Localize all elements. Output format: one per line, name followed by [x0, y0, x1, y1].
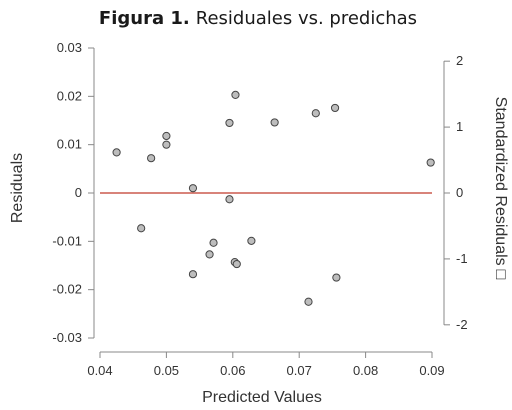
y-tick-label: -0.01	[52, 233, 82, 248]
data-points	[112, 90, 435, 306]
y2-tick-label: 1	[456, 119, 463, 134]
data-point	[232, 259, 241, 269]
x-tick-label: 0.07	[287, 363, 312, 378]
y-tick-label: 0	[75, 185, 82, 200]
x-tick-label: 0.08	[353, 363, 378, 378]
data-point	[270, 118, 279, 127]
y2-axis-title: Standardized Residuals □	[492, 97, 509, 280]
data-point	[188, 184, 198, 193]
data-point	[426, 158, 435, 167]
x-tick-label: 0.04	[87, 363, 112, 378]
y-tick-label: 0.02	[57, 88, 82, 103]
y-tick-label: 0.03	[57, 40, 82, 55]
x-tick-label: 0.06	[220, 363, 245, 378]
data-point	[311, 109, 320, 118]
axes: -0.03 -0.02 -0.01 0 0.01 0.02 0.03 -2 -1 0 1 2 0.04 0…	[52, 40, 467, 378]
data-point	[247, 236, 256, 245]
x-tick-label: 0.09	[419, 363, 444, 378]
y2-tick-label: -2	[456, 317, 468, 332]
data-point	[205, 250, 214, 259]
data-point	[225, 195, 234, 204]
data-point	[225, 118, 234, 128]
data-point	[147, 154, 156, 163]
chart-title-label: Figura 1.	[99, 8, 190, 29]
data-point	[188, 270, 198, 279]
y-tick-label: -0.03	[52, 330, 82, 345]
x-tick-label: 0.05	[154, 363, 179, 378]
data-point	[209, 238, 218, 247]
y2-tick-label: 0	[456, 185, 463, 200]
data-point	[330, 103, 340, 113]
data-point	[231, 90, 240, 99]
chart-title: Figura 1. Residuales vs. predichas	[99, 8, 417, 29]
data-point	[112, 148, 121, 157]
data-point	[162, 140, 171, 149]
y2-axis-title-glyph: □	[492, 270, 509, 280]
x-axis-title: Predicted Values	[202, 389, 322, 406]
data-point	[137, 224, 146, 233]
data-point	[304, 297, 313, 306]
data-point	[162, 131, 171, 141]
chart-title-text: Residuales vs. predichas	[196, 8, 417, 29]
y-axis-title: Residuals	[9, 153, 26, 223]
y2-axis-title-text: Standardized Residuals	[492, 97, 509, 266]
data-point	[332, 273, 341, 282]
y-tick-label: 0.01	[57, 137, 82, 152]
y2-tick-label: -1	[456, 251, 468, 266]
y2-tick-label: 2	[456, 53, 463, 68]
y-tick-label: -0.02	[52, 282, 82, 297]
